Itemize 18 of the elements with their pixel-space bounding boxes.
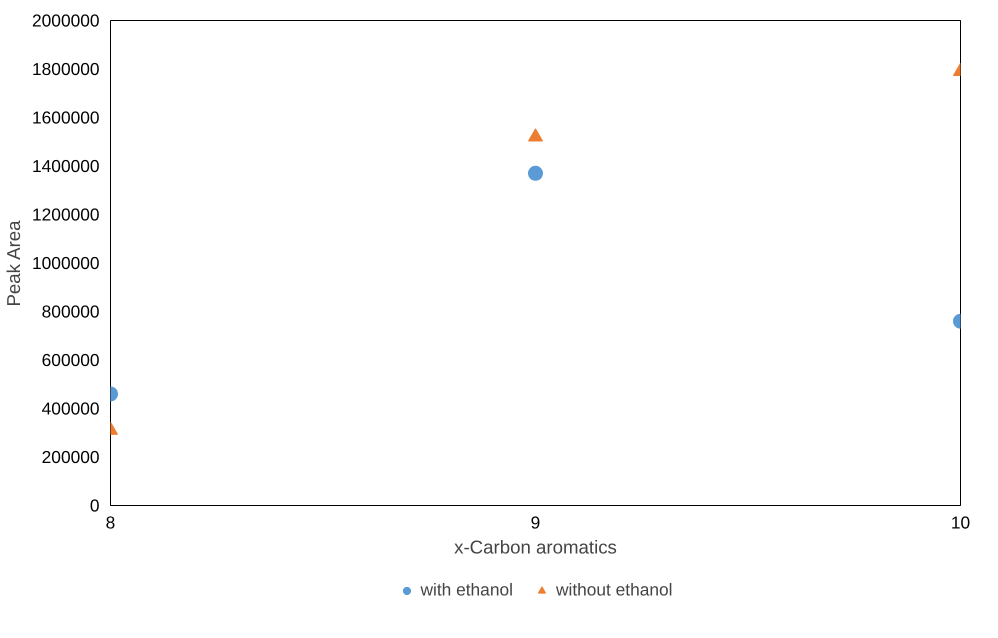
- y-tick-label: 1400000: [32, 156, 100, 176]
- y-tick-label: 200000: [42, 447, 100, 467]
- x-tick-label: 8: [106, 512, 116, 532]
- x-tick-label: 9: [530, 512, 540, 532]
- y-tick-label: 1800000: [32, 59, 100, 79]
- y-tick-label: 400000: [42, 398, 100, 418]
- x-tick-label: 10: [950, 512, 970, 532]
- legend-label: with ethanol: [420, 580, 513, 600]
- y-tick-label: 1200000: [32, 204, 100, 224]
- y-tick-label: 800000: [42, 302, 100, 322]
- y-tick-label: 1000000: [32, 253, 100, 273]
- y-tick-label: 0: [90, 496, 100, 516]
- y-axis-title: Peak Area: [3, 220, 24, 307]
- y-tick-label: 600000: [42, 350, 100, 370]
- y-tick-label: 2000000: [32, 10, 100, 30]
- legend-label: without ethanol: [556, 580, 673, 600]
- x-axis-title: x-Carbon aromatics: [454, 536, 617, 558]
- y-tick-label: 1600000: [32, 108, 100, 128]
